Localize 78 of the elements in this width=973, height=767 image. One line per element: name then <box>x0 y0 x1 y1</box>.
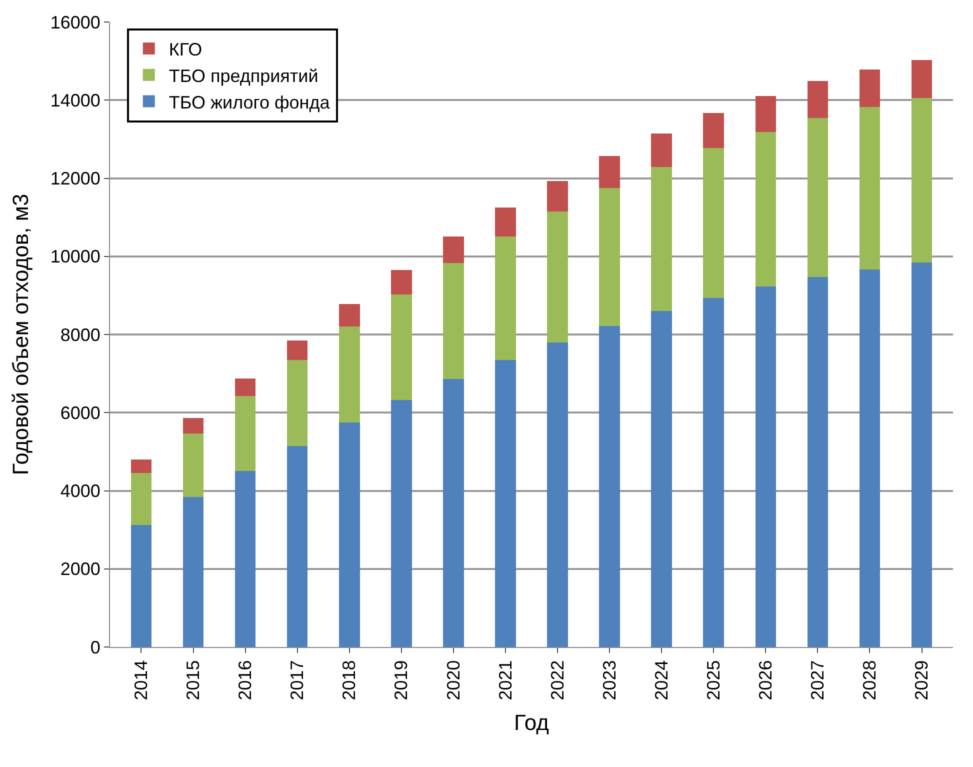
x-tick-label: 2019 <box>391 660 412 700</box>
y-axis-title: Годовой объем отходов, м3 <box>8 194 34 476</box>
bar <box>651 311 672 647</box>
y-tick-label: 10000 <box>50 246 100 267</box>
y-tick-label: 0 <box>90 637 100 658</box>
x-tick-label: 2014 <box>131 660 152 700</box>
bar <box>703 113 724 148</box>
bar <box>130 460 152 473</box>
bar <box>286 446 308 647</box>
x-tick-label: 2015 <box>183 660 204 700</box>
bar <box>495 236 516 360</box>
bar <box>599 326 620 647</box>
bar <box>755 132 776 286</box>
bar <box>391 400 412 647</box>
bar <box>807 118 828 278</box>
bar <box>755 286 776 647</box>
bar <box>547 342 568 647</box>
x-axis-title: Год <box>514 710 550 736</box>
bar <box>495 208 516 236</box>
bar <box>703 148 724 298</box>
bar <box>807 277 828 647</box>
bar <box>391 270 412 294</box>
bar <box>755 96 776 132</box>
bar <box>443 236 464 264</box>
y-tick-label: 2000 <box>60 559 100 580</box>
bar <box>338 326 360 422</box>
y-tick-label: 6000 <box>60 402 100 423</box>
bar <box>130 525 152 647</box>
bar <box>234 378 256 396</box>
bar <box>391 294 412 400</box>
bar <box>859 106 880 270</box>
bar <box>130 472 152 526</box>
y-tick-label: 4000 <box>60 481 100 502</box>
bar <box>234 471 256 647</box>
bar <box>599 156 620 188</box>
x-tick-label: 2027 <box>808 660 828 700</box>
bar <box>234 396 256 472</box>
x-tick-label: 2017 <box>287 660 308 700</box>
x-tick-label: 2028 <box>860 660 880 700</box>
bar <box>911 60 932 98</box>
x-tick-label: 2020 <box>443 660 464 700</box>
bar <box>547 211 568 342</box>
bar <box>182 418 204 434</box>
x-tick-label: 2018 <box>339 660 360 700</box>
bar <box>182 433 204 497</box>
bar <box>338 304 360 326</box>
x-tick-label: 2016 <box>235 660 256 700</box>
legend-label: КГО <box>168 39 202 60</box>
x-tick-label: 2025 <box>703 660 724 700</box>
bar <box>859 269 880 647</box>
bar <box>338 422 360 647</box>
y-tick-label: 8000 <box>60 324 100 345</box>
y-tick-label: 14000 <box>50 90 100 110</box>
x-tick-label: 2022 <box>547 660 568 700</box>
x-tick-label: 2029 <box>912 660 932 700</box>
bar <box>807 80 828 118</box>
bar <box>651 166 672 312</box>
bar <box>443 379 464 647</box>
bar <box>443 263 464 380</box>
x-tick-label: 2024 <box>651 660 672 700</box>
y-tick-label: 16000 <box>50 12 100 32</box>
legend-label: ТБО предприятий <box>168 66 318 86</box>
bar <box>911 98 932 263</box>
legend-label: ТБО жилого фонда <box>168 92 331 112</box>
x-tick-label: 2026 <box>756 660 776 700</box>
bar <box>703 298 724 647</box>
x-tick-label: 2021 <box>495 660 516 700</box>
bar <box>182 497 204 647</box>
bar <box>286 360 308 446</box>
bar <box>911 262 932 647</box>
bar <box>599 188 620 326</box>
bar <box>495 360 516 647</box>
bar <box>859 69 880 107</box>
x-tick-label: 2023 <box>599 660 620 700</box>
bar <box>651 133 672 167</box>
bar <box>286 340 308 360</box>
y-tick-label: 12000 <box>50 168 100 189</box>
bar <box>547 180 568 212</box>
